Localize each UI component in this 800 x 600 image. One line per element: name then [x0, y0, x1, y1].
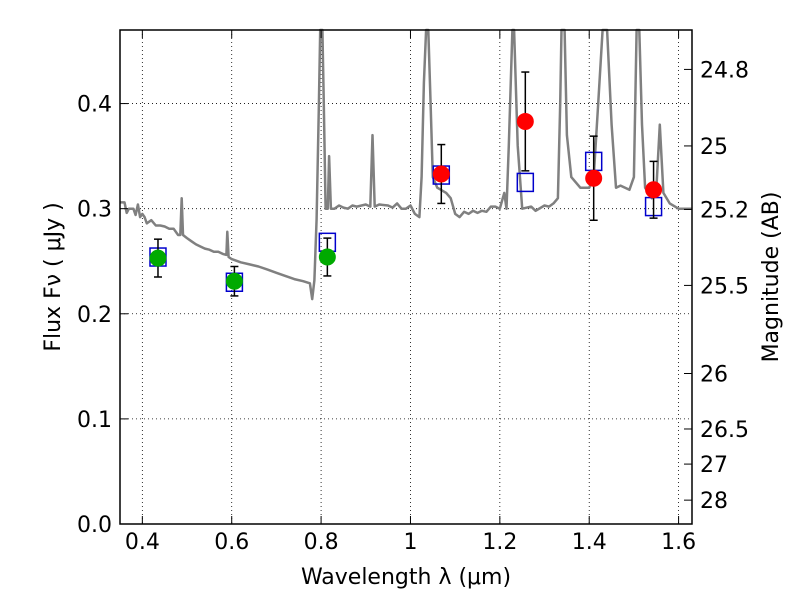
y-tick-label: 0.0 [77, 513, 112, 538]
spectrum-path [120, 28, 692, 301]
y-tick-label: 0.2 [77, 303, 112, 328]
right-tick-label: 27 [700, 453, 728, 478]
plot-frame [119, 29, 693, 525]
x-tick-label: 0.4 [125, 530, 160, 555]
flux-point-marker [516, 112, 534, 130]
right-ticks: 24.8 25 25.2 25.5 26 26.5 27 28 [684, 58, 749, 514]
x-tick-label: 0.6 [214, 530, 249, 555]
flux-point-marker [318, 248, 336, 266]
right-tick-label: 26 [700, 362, 728, 387]
x-axis-label: Wavelength λ (μm) [301, 565, 511, 590]
right-axis-label: Magnitude (AB) [759, 192, 784, 363]
flux-point-marker [432, 165, 450, 183]
y-tick-label: 0.3 [77, 198, 112, 223]
x-tick-label: 1 [403, 530, 417, 555]
right-tick-label: 25 [700, 135, 728, 160]
x-tick-label: 1.6 [661, 530, 696, 555]
grid [120, 30, 692, 525]
y-ticks: 0.0 0.1 0.2 0.3 0.4 [77, 93, 128, 538]
x-tick-label: 0.8 [304, 530, 339, 555]
model-square-marker [516, 172, 535, 193]
x-tick-label: 1.2 [482, 530, 517, 555]
right-tick-label: 24.8 [700, 58, 749, 83]
right-tick-label: 25.5 [700, 274, 749, 299]
right-tick-label: 25.2 [700, 198, 749, 223]
flux-point-marker [225, 272, 243, 290]
x-ticks: 0.4 0.6 0.8 1 1.2 1.4 1.6 [125, 30, 696, 555]
data-markers [149, 71, 663, 297]
flux-point-marker [149, 249, 167, 267]
right-tick-label: 28 [700, 489, 728, 514]
flux-point-marker [585, 169, 603, 187]
y-tick-label: 0.1 [77, 408, 112, 433]
spectrum-line [120, 28, 692, 301]
flux-point-marker [645, 181, 663, 199]
y-tick-label: 0.4 [77, 93, 112, 118]
x-tick-label: 1.4 [572, 530, 607, 555]
y-axis-label: Flux Fν ( μJy ) [41, 202, 66, 351]
right-tick-label: 26.5 [700, 418, 749, 443]
